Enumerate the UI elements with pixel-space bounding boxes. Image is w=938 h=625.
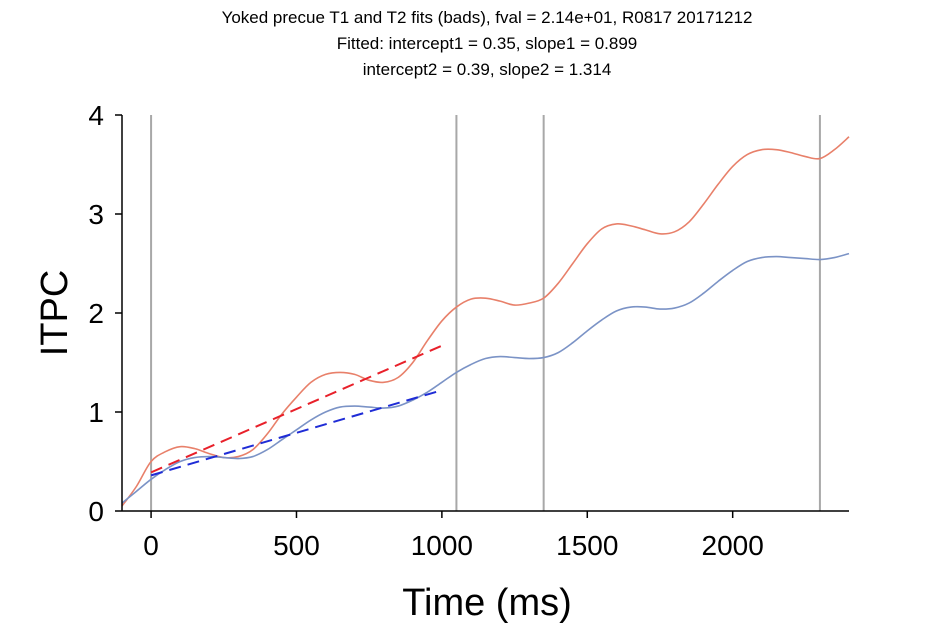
y-tick-label-1: 1 [88,397,104,428]
series-t2-fit [151,390,442,475]
x-axis-label: Time (ms) [402,582,572,624]
series-t1-fit [151,346,442,473]
series-t1-data [122,137,849,506]
x-tick-label-1000: 1000 [411,530,473,561]
y-tick-label-3: 3 [88,199,104,230]
title-line-3: intercept2 = 0.39, slope2 = 1.314 [363,60,612,79]
x-ticks: 0 500 1000 1500 2000 [143,511,764,561]
x-tick-label-0: 0 [143,530,159,561]
series-t2-data [122,254,849,503]
title-line-1: Yoked precue T1 and T2 fits (bads), fval… [222,8,753,27]
y-tick-label-2: 2 [88,298,104,329]
x-tick-label-1500: 1500 [556,530,618,561]
chart-title: Yoked precue T1 and T2 fits (bads), fval… [222,8,753,79]
y-tick-label-0: 0 [88,496,104,527]
y-ticks: 0 1 2 3 4 [88,100,122,527]
y-axis-label: ITPC [34,270,76,357]
x-tick-label-500: 500 [273,530,320,561]
y-tick-label-4: 4 [88,100,104,131]
x-tick-label-2000: 2000 [702,530,764,561]
title-line-2: Fitted: intercept1 = 0.35, slope1 = 0.89… [337,34,638,53]
series-layer [122,137,849,506]
